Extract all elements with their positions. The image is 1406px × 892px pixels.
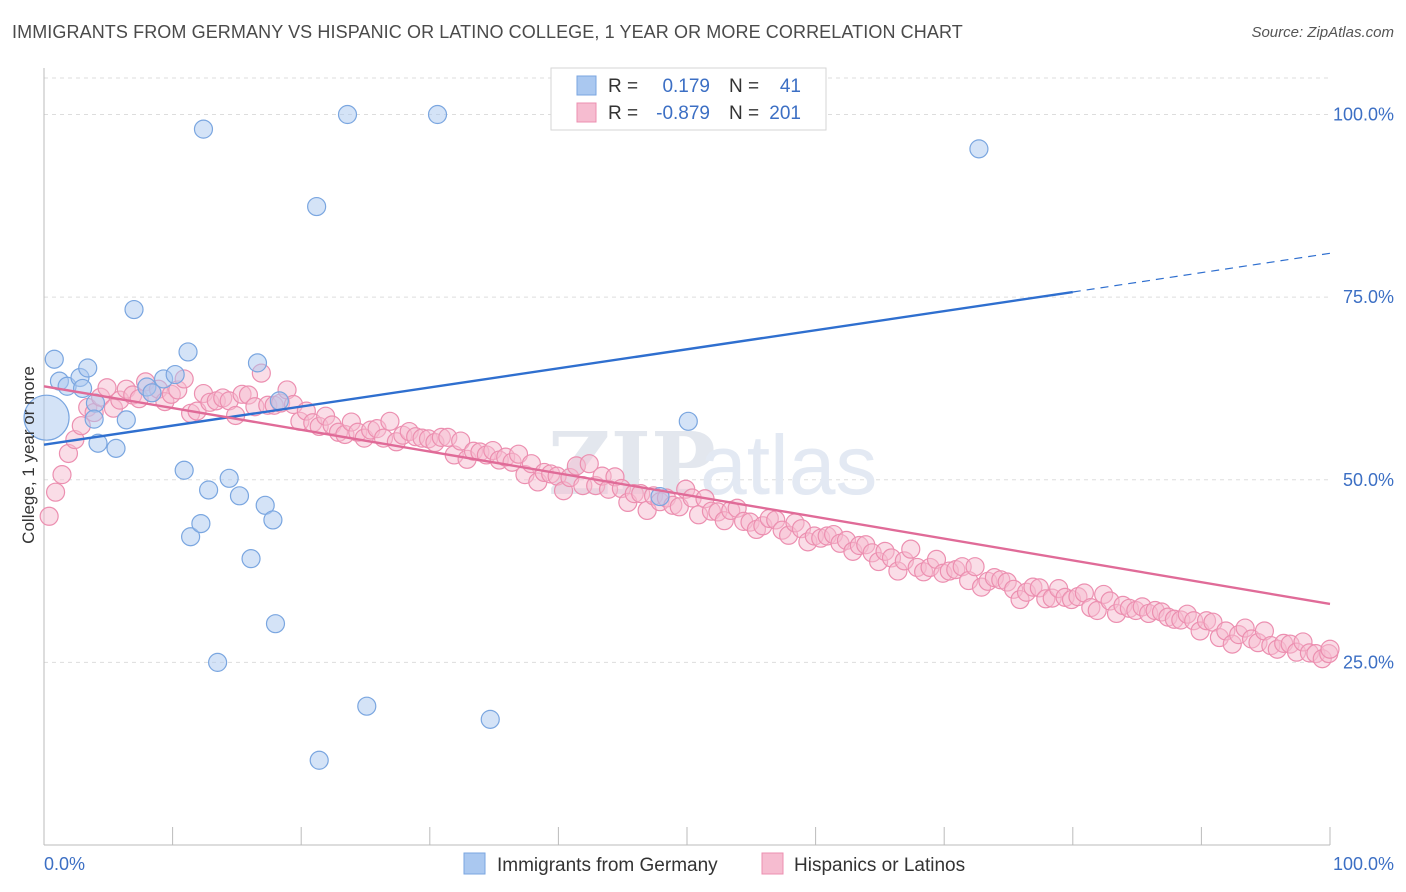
- source-credit: Source: ZipAtlas.com: [1251, 24, 1394, 41]
- legend-swatch-pink: [576, 102, 597, 123]
- point-germany: [969, 139, 989, 159]
- point-hispanics: [451, 431, 471, 451]
- legend-swatch-blue: [576, 75, 597, 96]
- trend-line-germany-extension: [1072, 252, 1331, 293]
- point-germany: [178, 342, 198, 362]
- point-germany: [427, 104, 448, 125]
- point-germany: [174, 460, 194, 480]
- point-germany: [208, 652, 228, 672]
- legend-r-label-1: R =: [608, 76, 638, 97]
- point-germany: [23, 394, 70, 441]
- point-germany: [191, 513, 211, 534]
- legend-r-value-1: 0.179: [662, 76, 710, 97]
- point-germany: [269, 391, 289, 411]
- trend-line-germany: [43, 290, 1073, 446]
- y-tick-label: 50.0%: [1343, 470, 1394, 490]
- point-germany: [106, 438, 126, 458]
- legend-n-value-1: 41: [780, 76, 801, 97]
- point-hispanics: [901, 539, 921, 559]
- point-germany: [229, 486, 250, 506]
- bottom-legend-swatch-hispanics: [761, 852, 784, 875]
- point-germany: [199, 480, 219, 500]
- point-germany: [84, 409, 104, 429]
- point-germany: [124, 299, 144, 320]
- bottom-legend-label-hispanics: Hispanics or Latinos: [794, 855, 965, 876]
- point-germany: [165, 364, 185, 385]
- bottom-legend-swatch-germany: [463, 852, 486, 875]
- point-germany: [116, 410, 136, 430]
- stats-legend-box: [550, 67, 827, 131]
- legend-n-value-2: 201: [769, 103, 801, 124]
- trend-line-hispanics: [43, 385, 1331, 606]
- y-axis-title: College, 1 year or more: [19, 366, 38, 544]
- series-germany-points: [23, 104, 989, 770]
- point-germany: [219, 468, 239, 488]
- point-hispanics: [45, 482, 66, 502]
- point-hispanics: [579, 454, 599, 474]
- point-germany: [263, 510, 283, 530]
- point-germany: [309, 750, 329, 770]
- legend-r-label-2: R =: [608, 103, 638, 124]
- point-hispanics: [965, 557, 985, 577]
- point-germany: [357, 696, 377, 716]
- legend-n-label-2: N =: [729, 103, 759, 124]
- y-tick-label: 75.0%: [1343, 287, 1394, 307]
- y-tick-labels: 25.0% 50.0% 75.0% 100.0%: [1333, 105, 1394, 673]
- x-tick-label-right: 100.0%: [1333, 854, 1394, 874]
- point-germany: [44, 349, 64, 369]
- point-germany: [265, 614, 286, 634]
- point-germany: [193, 119, 214, 139]
- gridlines: [44, 77, 1330, 663]
- axes: [43, 68, 1331, 846]
- point-germany: [678, 411, 698, 431]
- point-germany: [241, 549, 261, 569]
- point-hispanics: [508, 444, 529, 464]
- point-hispanics: [380, 411, 400, 431]
- chart-title: IMMIGRANTS FROM GERMANY VS HISPANIC OR L…: [12, 22, 963, 42]
- point-germany: [247, 353, 268, 373]
- series-legend: Immigrants from Germany Hispanics or Lat…: [463, 852, 965, 876]
- point-germany: [78, 358, 98, 378]
- legend-r-value-2: -0.879: [656, 103, 710, 124]
- bottom-legend-label-germany: Immigrants from Germany: [497, 855, 718, 876]
- point-hispanics: [1320, 639, 1340, 659]
- point-germany: [337, 104, 358, 125]
- y-tick-label: 100.0%: [1333, 105, 1394, 125]
- y-tick-label: 25.0%: [1343, 652, 1394, 672]
- legend-n-label-1: N =: [729, 76, 759, 97]
- x-tick-label-left: 0.0%: [44, 854, 85, 874]
- point-hispanics: [52, 465, 72, 485]
- point-germany: [307, 196, 327, 217]
- point-germany: [480, 709, 500, 729]
- stats-legend: R = 0.179 N = 41 R = -0.879 N = 201: [550, 67, 827, 131]
- point-germany: [181, 527, 201, 547]
- watermark-atlas: atlas: [700, 418, 877, 512]
- trend-lines: [43, 252, 1331, 606]
- series-hispanics-points: [39, 363, 1340, 669]
- point-hispanics: [39, 506, 59, 526]
- point-germany: [142, 383, 162, 403]
- point-germany: [88, 433, 108, 453]
